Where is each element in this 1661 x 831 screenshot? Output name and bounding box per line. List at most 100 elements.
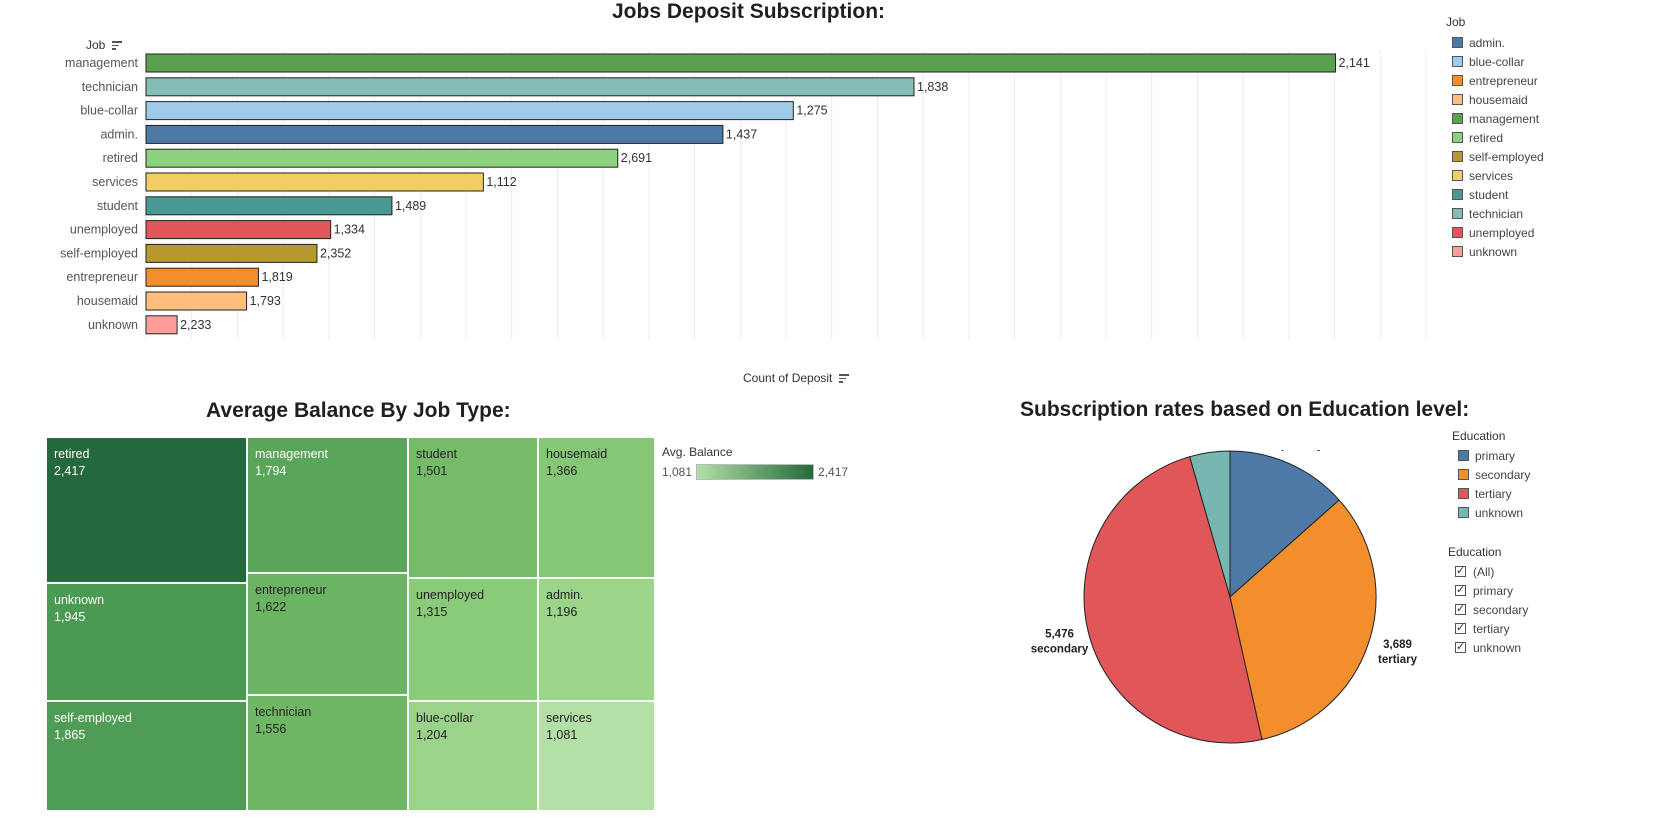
bar-marks [145, 53, 1336, 335]
avg-balance-max: 2,417 [818, 465, 849, 479]
bar-unknown[interactable] [145, 315, 178, 335]
bar-value-label: 2,691 [621, 151, 652, 165]
job-legend-item-services[interactable]: services [1452, 166, 1544, 185]
bar-chart-title: Jobs Deposit Subscription: [612, 0, 886, 23]
treemap-cell-label: blue-collar [416, 711, 474, 725]
sort-icon[interactable] [838, 374, 849, 383]
pie-slice-secondary[interactable] [1083, 456, 1263, 744]
pie-category-label: primary [1281, 450, 1324, 451]
education-filter-option[interactable]: unknown [1455, 638, 1528, 657]
bar-category-label: unknown [88, 318, 138, 332]
checkbox-checked-icon[interactable] [1455, 602, 1466, 615]
education-legend-item-secondary[interactable]: secondary [1458, 465, 1530, 484]
bar-entrepreneur[interactable] [145, 267, 259, 287]
bar-blue-collar[interactable] [145, 101, 794, 121]
job-legend-item-housemaid[interactable]: housemaid [1452, 90, 1544, 109]
legend-label: primary [1475, 448, 1516, 463]
job-legend-item-student[interactable]: student [1452, 185, 1544, 204]
education-filter-option[interactable]: primary [1455, 581, 1528, 600]
legend-swatch [1458, 469, 1469, 480]
treemap-cell-label: retired [54, 447, 90, 461]
bar-value-label: 1,437 [726, 127, 757, 141]
education-filter-option[interactable]: tertiary [1455, 619, 1528, 638]
bar-retired[interactable] [145, 148, 619, 168]
job-legend-item-blue-collar[interactable]: blue-collar [1452, 52, 1544, 71]
treemap-cell-label: self-employed [54, 711, 132, 725]
checkbox-checked-icon[interactable] [1455, 564, 1466, 577]
bar-value-label: 1,819 [261, 270, 292, 284]
treemap-cell-student[interactable]: student 1,501 [408, 437, 538, 578]
bar-student[interactable] [145, 196, 393, 216]
legend-label: secondary [1475, 467, 1531, 482]
pie-slice-labels: 1,500primary3,689tertiary5,476secondary4… [1031, 450, 1418, 666]
bar-value-label: 2,141 [1338, 56, 1369, 70]
avg-balance-min: 1,081 [662, 465, 693, 479]
legend-label: technician [1469, 206, 1524, 221]
job-legend-item-self-employed[interactable]: self-employed [1452, 147, 1544, 166]
legend-swatch [1458, 488, 1469, 499]
education-legend-item-primary[interactable]: primary [1458, 446, 1530, 465]
job-legend-item-unknown[interactable]: unknown [1452, 242, 1544, 261]
checkbox-checked-icon[interactable] [1455, 583, 1466, 596]
treemap-cell-retired[interactable]: retired 2,417 [46, 437, 247, 583]
pie-slice-unknown[interactable] [1189, 450, 1231, 598]
job-legend-item-unemployed[interactable]: unemployed [1452, 223, 1544, 242]
bar-management[interactable] [145, 53, 1336, 73]
treemap-cell-housemaid[interactable]: housemaid 1,366 [538, 437, 655, 578]
job-legend-item-entrepreneur[interactable]: entrepreneur [1452, 71, 1544, 90]
legend-label: unknown [1469, 244, 1518, 259]
bar-value-label: 2,233 [180, 318, 211, 332]
treemap-cell-self-employed[interactable]: self-employed 1,865 [46, 701, 247, 811]
treemap-cell-value: 1,315 [416, 605, 448, 619]
checkbox-checked-icon[interactable] [1455, 621, 1466, 634]
bar-self-employed[interactable] [145, 243, 318, 263]
bar-value-label: 2,352 [320, 246, 351, 260]
treemap-cell-value: 1,865 [54, 728, 86, 742]
bar-category-label: technician [82, 80, 138, 94]
bar-unemployed[interactable] [145, 220, 332, 240]
bar-housemaid[interactable] [145, 291, 248, 311]
legend-swatch [1452, 75, 1463, 86]
checkbox-checked-icon[interactable] [1455, 640, 1466, 653]
pie-value-label: 5,476 [1045, 629, 1074, 641]
legend-swatch [1452, 37, 1463, 48]
job-legend-item-management[interactable]: management [1452, 109, 1544, 128]
bar-value-label: 1,112 [486, 175, 516, 189]
education-filter-option[interactable]: (All) [1455, 562, 1528, 581]
bar-services[interactable] [145, 172, 484, 192]
job-legend-item-technician[interactable]: technician [1452, 204, 1544, 223]
treemap-cell-blue-collar[interactable]: blue-collar 1,204 [408, 701, 538, 811]
treemap-cell-label: management [255, 447, 328, 461]
treemap-cell-entrepreneur[interactable]: entrepreneur 1,622 [247, 573, 408, 695]
legend-label: blue-collar [1469, 54, 1525, 69]
filter-option-label: tertiary [1473, 621, 1510, 636]
sort-icon[interactable] [111, 41, 122, 50]
bar-technician[interactable] [145, 77, 915, 97]
treemap-cell-services[interactable]: services 1,081 [538, 701, 655, 811]
legend-label: housemaid [1469, 92, 1528, 107]
bar-chart: management technician blue-collar admin. ret… [60, 50, 1427, 340]
pie-slice-primary[interactable] [1229, 450, 1340, 599]
legend-swatch [1452, 208, 1463, 219]
job-axis-header-label: Job [86, 38, 106, 52]
treemap-cell-technician[interactable]: technician 1,556 [247, 695, 408, 811]
avg-balance-legend-title: Avg. Balance [662, 445, 733, 459]
education-legend-item-tertiary[interactable]: tertiary [1458, 484, 1530, 503]
education-filter-option[interactable]: secondary [1455, 600, 1528, 619]
legend-label: unemployed [1469, 225, 1535, 240]
legend-swatch [1458, 450, 1469, 461]
treemap-cell-admin[interactable]: admin. 1,196 [538, 578, 655, 701]
bar-value-label: 1,489 [395, 199, 426, 213]
pie-slice-tertiary[interactable] [1229, 499, 1377, 741]
treemap-cell-unemployed[interactable]: unemployed 1,315 [408, 578, 538, 701]
bar-admin.[interactable] [145, 124, 724, 144]
treemap-cell-management[interactable]: management 1,794 [247, 437, 408, 573]
job-legend-item-retired[interactable]: retired [1452, 128, 1544, 147]
job-legend-item-admin[interactable]: admin. [1452, 33, 1544, 52]
x-axis-title: Count of Deposit [743, 371, 849, 385]
bar-value-label: 1,793 [250, 294, 281, 308]
bar-category-label: unemployed [70, 223, 138, 237]
legend-label: self-employed [1469, 149, 1544, 164]
education-legend-item-unknown[interactable]: unknown [1458, 503, 1530, 522]
treemap-cell-unknown[interactable]: unknown 1,945 [46, 583, 247, 701]
